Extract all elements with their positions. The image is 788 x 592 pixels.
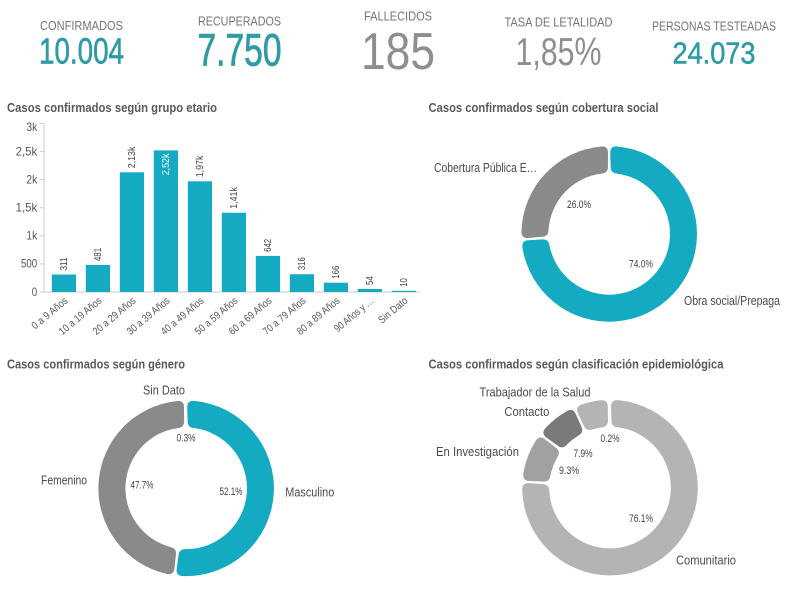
svg-text:316: 316	[296, 257, 308, 270]
svg-text:26.0%: 26.0%	[567, 199, 591, 211]
svg-text:54: 54	[364, 276, 376, 285]
svg-text:0.2%: 0.2%	[601, 433, 620, 445]
svg-text:1,5k: 1,5k	[16, 201, 39, 215]
svg-text:Sin Dato: Sin Dato	[143, 383, 185, 398]
svg-text:2k: 2k	[26, 172, 38, 186]
svg-text:1k: 1k	[26, 229, 38, 243]
svg-text:TASA DE LETALIDAD: TASA DE LETALIDAD	[505, 15, 613, 30]
svg-text:En Investigación: En Investigación	[436, 444, 519, 459]
svg-text:10.004: 10.004	[39, 31, 124, 72]
svg-text:9.3%: 9.3%	[559, 465, 579, 477]
svg-text:0.3%: 0.3%	[177, 433, 196, 445]
svg-text:311: 311	[58, 257, 70, 270]
svg-text:Casos confirmados según cobert: Casos confirmados según cobertura social	[429, 100, 659, 115]
svg-text:RECUPERADOS: RECUPERADOS	[198, 14, 281, 29]
svg-text:52.1%: 52.1%	[220, 486, 243, 498]
svg-text:2,5k: 2,5k	[16, 144, 39, 158]
svg-text:1,85%: 1,85%	[516, 31, 602, 74]
svg-text:3k: 3k	[26, 120, 38, 134]
svg-text:47.7%: 47.7%	[131, 480, 154, 492]
svg-text:481: 481	[92, 248, 104, 261]
svg-text:74.0%: 74.0%	[629, 259, 653, 271]
svg-text:2,13k: 2,13k	[126, 146, 138, 168]
svg-text:Casos confirmados según clasif: Casos confirmados según clasificación ep…	[429, 357, 725, 372]
svg-text:500: 500	[21, 257, 37, 271]
svg-text:0: 0	[32, 285, 38, 299]
svg-text:Contacto: Contacto	[504, 404, 549, 419]
svg-text:Femenino: Femenino	[41, 473, 87, 488]
svg-text:76.1%: 76.1%	[629, 513, 653, 525]
svg-text:10: 10	[398, 278, 410, 287]
svg-text:Casos confirmados según grupo: Casos confirmados según grupo etario	[7, 100, 217, 115]
svg-text:2,52k: 2,52k	[160, 153, 172, 175]
svg-text:185: 185	[361, 23, 435, 81]
svg-text:7.9%: 7.9%	[574, 448, 593, 460]
svg-text:Casos confirmados según género: Casos confirmados según género	[7, 357, 185, 372]
svg-text:Trabajador de la Salud: Trabajador de la Salud	[480, 384, 591, 399]
svg-text:24.073: 24.073	[673, 36, 756, 71]
svg-text:Masculino: Masculino	[285, 485, 334, 500]
svg-text:1,97k: 1,97k	[194, 155, 206, 177]
svg-text:Obra social/Prepaga: Obra social/Prepaga	[684, 293, 781, 308]
svg-text:642: 642	[262, 239, 274, 252]
svg-text:Comunitario: Comunitario	[676, 553, 736, 568]
svg-text:Cobertura Pública E…: Cobertura Pública E…	[434, 160, 537, 175]
svg-text:CONFIRMADOS: CONFIRMADOS	[40, 18, 123, 33]
svg-text:7.750: 7.750	[198, 25, 282, 76]
svg-text:166: 166	[330, 266, 342, 279]
svg-text:FALLECIDOS: FALLECIDOS	[364, 9, 432, 24]
svg-text:1,41k: 1,41k	[228, 186, 240, 208]
svg-text:PERSONAS TESTEADAS: PERSONAS TESTEADAS	[652, 19, 776, 34]
